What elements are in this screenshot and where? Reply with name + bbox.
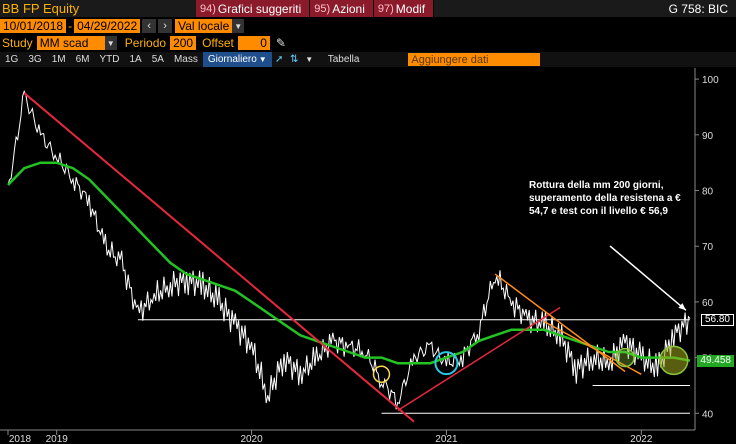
offset-input[interactable]: 0 <box>237 36 270 50</box>
downtrend-line <box>23 92 415 423</box>
table-button[interactable]: Tabella <box>327 54 360 65</box>
period-ytd[interactable]: YTD <box>99 54 120 65</box>
offset-label: Offset <box>202 36 234 50</box>
period-mass[interactable]: Mass <box>173 54 198 65</box>
ma200-value-tag: 49.458 <box>697 354 734 367</box>
ticker-title: BB FP Equity <box>2 1 80 16</box>
channel-line-lower <box>543 320 642 375</box>
study-dropdown-icon[interactable]: ▼ <box>104 36 117 50</box>
period-5a[interactable]: 5A <box>151 54 164 65</box>
channel-line-upper <box>494 273 626 373</box>
uptrend-line <box>397 306 561 412</box>
study-select[interactable]: MM scad <box>36 36 105 50</box>
menu-label: Azioni <box>332 1 365 16</box>
period-1g[interactable]: 1G <box>5 54 19 65</box>
period-1m[interactable]: 1M <box>51 54 66 65</box>
period-3g[interactable]: 3G <box>28 54 42 65</box>
menu-label: Grafici suggeriti <box>217 1 302 16</box>
x-tick-label: 2018 <box>9 434 32 444</box>
y-tick-label: 90 <box>702 131 714 142</box>
y-tick-label: 80 <box>702 187 714 198</box>
frequency-select[interactable]: Giornaliero ▼ <box>202 52 272 67</box>
date-range-row: 10/01/2018 - 04/29/2022 ‹ › Val locale ▼ <box>0 18 736 34</box>
date-to-field[interactable]: 04/29/2022 <box>74 19 141 33</box>
add-data-input[interactable]: Aggiungere dati <box>408 53 541 66</box>
menu-number: 94) <box>200 2 216 15</box>
last-price-tag: 56.80 <box>700 313 734 326</box>
chart-annotation: Rottura della mm 200 giorni, superamento… <box>529 180 681 217</box>
menu-actions[interactable]: 95) Azioni <box>310 0 374 17</box>
toolbar: 1G 3G 1M 6M YTD 1A 5A Mass Giornaliero ▼ … <box>0 52 736 67</box>
date-separator: - <box>68 19 73 33</box>
green-circle-marker-small <box>615 347 635 368</box>
candle-chart-icon[interactable]: ⇅ <box>290 54 299 65</box>
cyan-circle-marker <box>434 351 459 376</box>
page-code: G 758: BIC <box>668 1 728 16</box>
y-tick-label: 40 <box>702 409 714 420</box>
annotation-arrowhead <box>678 303 686 311</box>
menu-label: Modif <box>395 1 426 16</box>
top-bar: BB FP Equity 94) Grafici suggeriti 95) Azi… <box>0 0 736 17</box>
date-from-field[interactable]: 10/01/2018 <box>0 19 67 33</box>
periodo-label: Periodo <box>124 36 167 50</box>
price-series-line <box>7 89 691 410</box>
x-tick-label: 2022 <box>630 434 653 444</box>
x-axis-ticks: 2018 2019 2020 2021 2022 <box>7 430 653 444</box>
y-tick-label: 100 <box>702 75 719 86</box>
y-tick-label: 60 <box>702 298 714 309</box>
currency-select[interactable]: Val locale <box>175 19 233 33</box>
next-period-button[interactable]: › <box>158 19 173 33</box>
prev-period-button[interactable]: ‹ <box>142 19 157 33</box>
currency-dropdown-icon[interactable]: ▼ <box>232 19 245 33</box>
green-circle-marker-large <box>659 345 689 376</box>
frequency-label: Giornaliero <box>207 54 257 65</box>
study-row: Study MM scad ▼ Periodo 200 Offset 0 ✎ <box>0 35 736 51</box>
line-chart-icon[interactable]: ➚ <box>275 54 284 65</box>
chart-background <box>0 68 736 444</box>
chart-type-dropdown-icon[interactable]: ▼ <box>305 55 314 64</box>
study-label: Study <box>2 36 33 50</box>
x-tick-label: 2020 <box>240 434 263 444</box>
y-axis-ticks: 405060708090100 <box>695 75 719 420</box>
frequency-dropdown-icon: ▼ <box>258 55 267 64</box>
menu-number: 95) <box>314 2 331 15</box>
menu-edit[interactable]: 97) Modif <box>373 0 435 17</box>
x-tick-label: 2021 <box>435 434 458 444</box>
y-tick-label: 70 <box>702 242 714 253</box>
annotation-arrow <box>609 245 687 311</box>
x-tick-label: 2019 <box>46 434 69 444</box>
yellow-circle-marker <box>372 365 391 384</box>
period-1a[interactable]: 1A <box>129 54 142 65</box>
periodo-input[interactable]: 200 <box>170 36 197 50</box>
period-6m[interactable]: 6M <box>75 54 90 65</box>
menu-bar: 94) Grafici suggeriti 95) Azioni 97) Modif <box>196 0 435 17</box>
pencil-icon[interactable]: ✎ <box>275 36 286 50</box>
menu-suggested-charts[interactable]: 94) Grafici suggeriti <box>196 0 311 17</box>
ma200-series-line <box>7 161 691 365</box>
menu-number: 97) <box>377 2 394 15</box>
